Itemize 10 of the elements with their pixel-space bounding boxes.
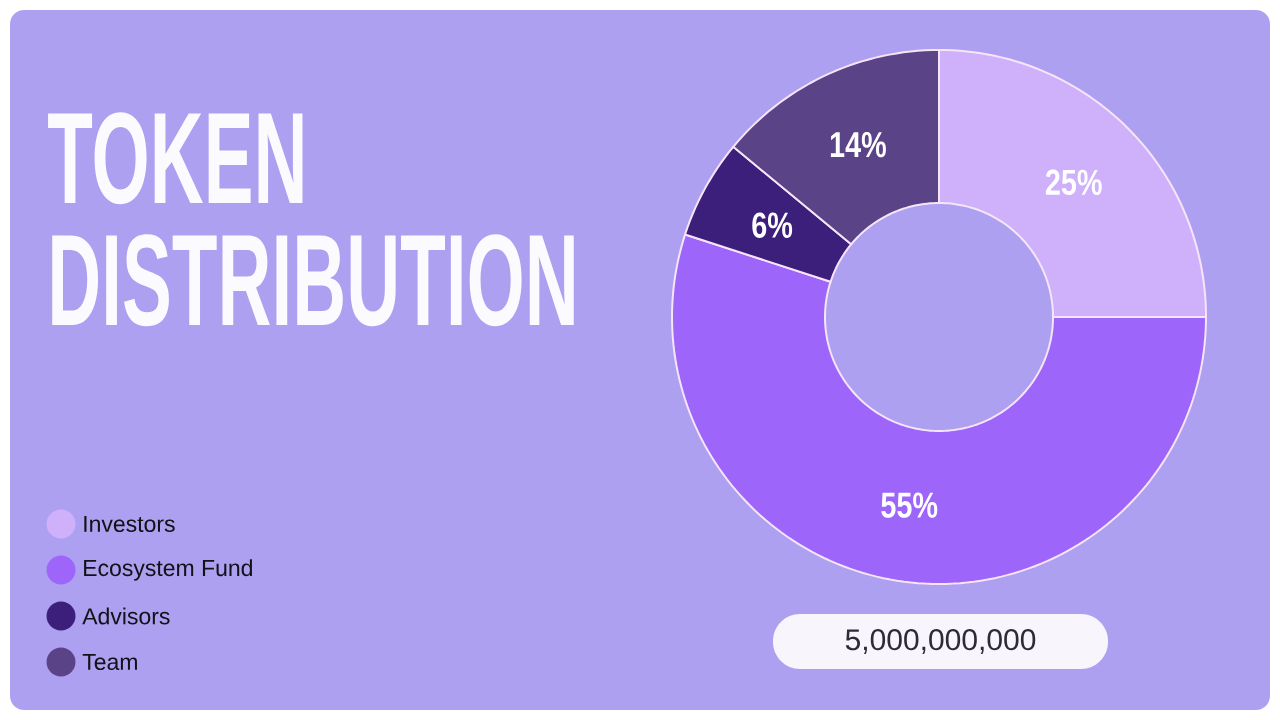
legend-label: Team: [82, 653, 137, 670]
data-label: 6%: [752, 212, 793, 238]
legend-label: Ecosystem Fund: [84, 559, 252, 581]
legend-label: Advisors: [82, 607, 170, 625]
data-label: 14%: [830, 131, 886, 158]
text: TOKEN DISTRIBUTION: [48, 112, 574, 327]
data-label: 25%: [1045, 169, 1102, 196]
legend-label: Investors: [84, 515, 175, 532]
text: 5,000,000,000: [845, 629, 1036, 654]
data-label: 55%: [881, 492, 938, 518]
